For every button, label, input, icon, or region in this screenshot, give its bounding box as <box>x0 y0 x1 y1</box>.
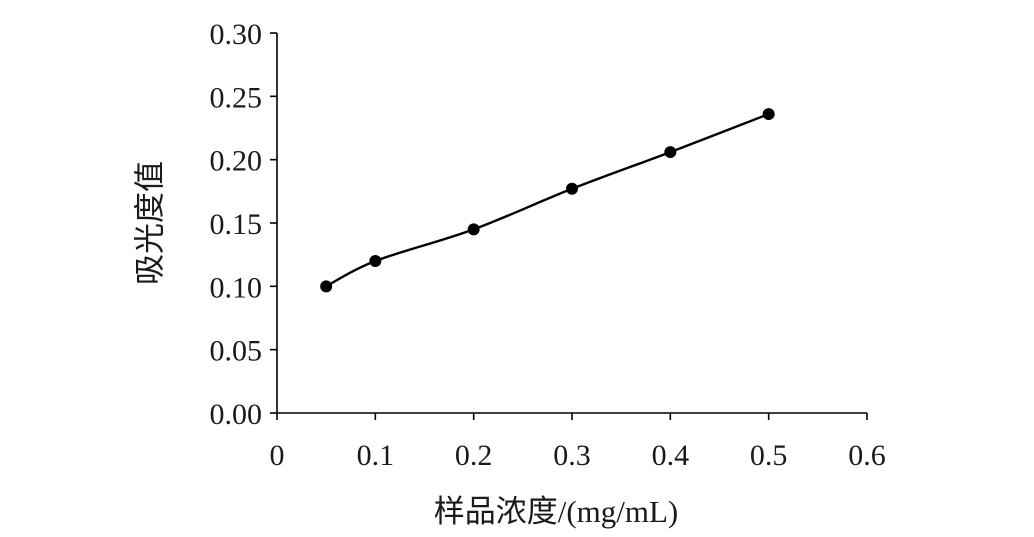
y-axis-title: 吸光度值 <box>133 161 168 285</box>
data-point-marker <box>369 255 382 267</box>
data-point-marker <box>320 280 333 293</box>
y-tick-label: 0.15 <box>210 208 263 241</box>
y-axis-ticks: 0.00 0.05 0.10 0.15 0.20 0.25 0.30 <box>210 18 277 431</box>
series-group <box>320 108 775 293</box>
axes <box>276 33 867 414</box>
data-point-marker <box>566 182 578 195</box>
x-tick-label: 0.6 <box>848 439 886 472</box>
y-tick-label: 0.00 <box>210 398 263 431</box>
y-tick-label: 0.25 <box>210 81 263 114</box>
data-point-marker <box>762 108 775 121</box>
y-tick-label: 0.05 <box>210 335 263 368</box>
x-tick-label: 0.5 <box>750 439 788 472</box>
y-tick-label: 0.20 <box>210 145 263 178</box>
x-tick-label: 0.3 <box>553 439 591 472</box>
x-tick-label: 0 <box>270 439 285 472</box>
x-axis-ticks: 0 0.1 0.2 0.3 0.4 0.5 0.6 <box>270 413 886 472</box>
x-axis-title: 样品浓度/(mg/mL) <box>434 494 679 529</box>
data-point-marker <box>467 223 480 236</box>
data-point-marker <box>664 146 677 159</box>
x-tick-label: 0.2 <box>455 439 493 472</box>
x-tick-label: 0.1 <box>357 439 395 472</box>
y-tick-label: 0.30 <box>210 18 263 51</box>
series-line <box>324 112 770 288</box>
x-tick-label: 0.4 <box>652 439 690 472</box>
y-tick-label: 0.10 <box>210 271 263 304</box>
